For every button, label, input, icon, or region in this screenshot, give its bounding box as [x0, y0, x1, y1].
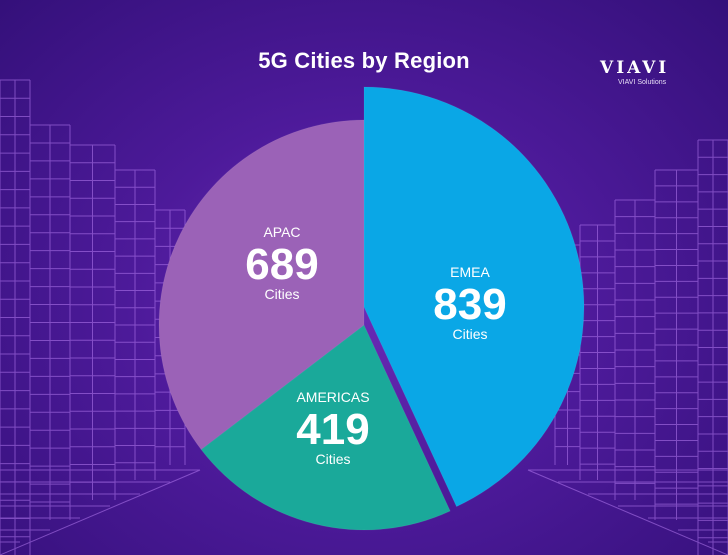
pie-slice-outline-apac	[158, 119, 365, 451]
slice-unit-americas: Cities	[315, 451, 350, 467]
slice-label-emea: EMEA	[450, 264, 490, 280]
slice-label-americas: AMERICAS	[296, 389, 369, 405]
pie-slice-outline-americas	[200, 324, 451, 531]
logo-tagline: VIAVI Solutions	[618, 79, 667, 86]
chart-title: 5G Cities by Region	[258, 48, 470, 73]
logo-wordmark: VIAVI	[600, 58, 670, 78]
viavi-logo: VIAVI VIAVI Solutions	[600, 58, 669, 86]
pie-slice-apac	[158, 120, 364, 450]
pie-slice-emea	[364, 87, 584, 507]
slice-unit-emea: Cities	[452, 326, 487, 342]
pie-slice-outline-emea	[363, 86, 585, 508]
slice-value-americas: 419	[296, 405, 369, 454]
slice-unit-apac: Cities	[264, 286, 299, 302]
slice-value-apac: 689	[245, 240, 318, 289]
pie-slice-americas	[201, 325, 451, 531]
slice-value-emea: 839	[433, 280, 506, 329]
slice-label-apac: APAC	[263, 224, 300, 240]
